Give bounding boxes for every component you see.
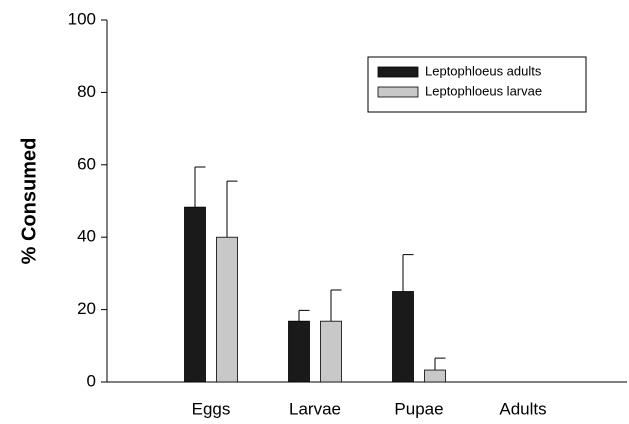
bar (392, 291, 414, 383)
y-tick-label: 40 (77, 227, 96, 246)
bar (184, 206, 206, 383)
error-bar (434, 357, 446, 371)
bar (424, 369, 446, 383)
x-tick-label: Pupae (394, 399, 443, 418)
legend-label: Leptophloeus larvae (425, 83, 542, 98)
error-bar (402, 254, 414, 292)
error-bar (194, 166, 206, 208)
x-tick-label: Adults (499, 399, 546, 418)
x-tick-label: Larvae (289, 399, 341, 418)
bar (288, 320, 310, 383)
y-axis-label: % Consumed (18, 138, 40, 265)
y-tick-label: 20 (77, 299, 96, 318)
bar (320, 320, 342, 383)
legend-box (367, 56, 587, 113)
error-bar (298, 309, 310, 322)
error-bar (226, 180, 238, 238)
y-tick-label: 60 (77, 154, 96, 173)
y-tick-label: 0 (87, 371, 96, 390)
error-bar (330, 289, 342, 322)
legend-swatch (377, 66, 419, 78)
x-tick-label: Eggs (192, 399, 231, 418)
legend-swatch (377, 86, 419, 98)
y-tick-label: 80 (77, 82, 96, 101)
y-tick-label: 100 (68, 9, 96, 28)
legend-label: Leptophloeus adults (425, 63, 542, 78)
bar (216, 236, 238, 383)
